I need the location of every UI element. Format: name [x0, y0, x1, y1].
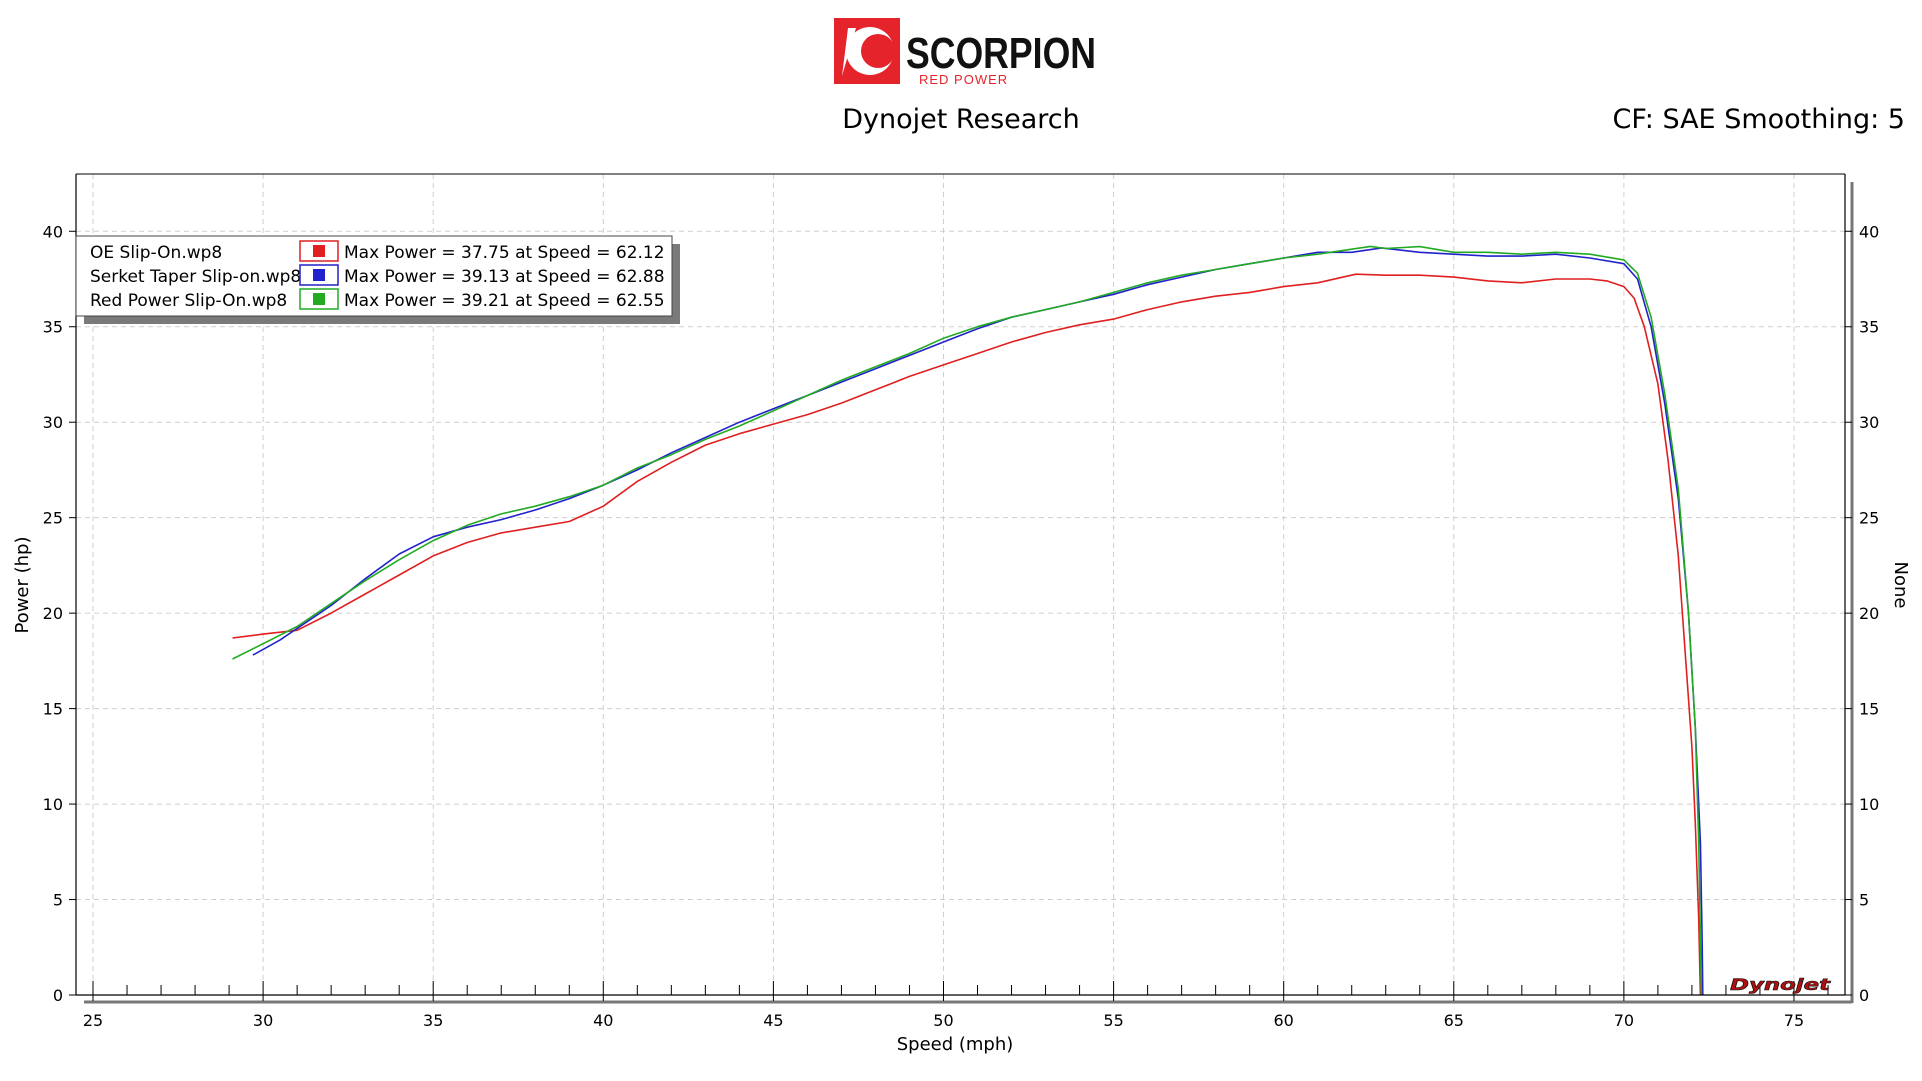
x-tick-label: 65	[1444, 1011, 1464, 1030]
y2-tick-label: 25	[1859, 509, 1879, 528]
x-tick-label: 35	[423, 1011, 443, 1030]
legend-swatch	[313, 293, 325, 305]
legend-swatch	[313, 269, 325, 281]
x-tick-label: 25	[83, 1011, 103, 1030]
watermark-text: Dynojet	[1730, 975, 1832, 994]
legend: OE Slip-On.wp8 Max Power = 37.75 at Spee…	[75, 235, 680, 324]
legend-box	[75, 235, 673, 317]
logo-wordmark: SCORPION	[906, 29, 1096, 78]
x-axis-label: Speed (mph)	[897, 1034, 1014, 1055]
scorpion-logo: SCORPION RED POWER	[834, 18, 1096, 87]
y2-tick-label: 40	[1859, 222, 1879, 241]
y-tick-label: 25	[43, 509, 63, 528]
correction-factor-label: CF: SAE Smoothing: 5	[1612, 104, 1905, 135]
legend-swatch	[313, 245, 325, 257]
y-tick-label: 10	[43, 795, 63, 814]
y2-tick-label: 35	[1859, 318, 1879, 337]
y-tick-label: 40	[43, 222, 63, 241]
y2-tick-label: 10	[1859, 795, 1879, 814]
y-tick-label: 15	[43, 700, 63, 719]
x-tick-label: 40	[593, 1011, 613, 1030]
x-tick-label: 75	[1784, 1011, 1804, 1030]
legend-entry-serket: Serket Taper Slip-on.wp8 Max Power = 39.…	[90, 264, 665, 287]
chart-header-title: Dynojet Research	[842, 104, 1080, 135]
series-lines	[232, 245, 1704, 996]
x-tick-label: 60	[1274, 1011, 1294, 1030]
y-axis-label: Power (hp)	[12, 536, 33, 633]
legend-series-name: Red Power Slip-On.wp8	[90, 291, 287, 311]
legend-series-summary: Max Power = 39.13 at Speed = 62.88	[344, 267, 665, 287]
y2-axis-label: None	[1890, 562, 1911, 609]
logo-subtitle: RED POWER	[919, 72, 1008, 87]
y2-tick-label: 0	[1859, 986, 1869, 1005]
y2-tick-label: 5	[1859, 891, 1869, 910]
y-tick-label: 5	[53, 891, 63, 910]
y-tick-label: 0	[53, 986, 63, 1005]
legend-entry-oe: OE Slip-On.wp8 Max Power = 37.75 at Spee…	[90, 240, 665, 263]
dynojet-watermark: Dynojet	[1730, 975, 1833, 995]
legend-series-name: Serket Taper Slip-on.wp8	[90, 267, 301, 287]
y2-tick-label: 20	[1859, 604, 1879, 623]
series-line-redpower	[232, 245, 1703, 996]
x-tick-label: 30	[253, 1011, 273, 1030]
legend-series-summary: Max Power = 39.21 at Speed = 62.55	[344, 291, 665, 311]
y-tick-label: 20	[43, 604, 63, 623]
x-tick-label: 70	[1614, 1011, 1634, 1030]
x-tick-label: 55	[1103, 1011, 1123, 1030]
legend-entry-redpower: Red Power Slip-On.wp8 Max Power = 39.21 …	[90, 288, 665, 311]
x-tick-label: 45	[763, 1011, 783, 1030]
axes	[75, 173, 1854, 1004]
x-tick-label: 50	[933, 1011, 953, 1030]
y-tick-label: 35	[43, 318, 63, 337]
y2-tick-label: 30	[1859, 413, 1879, 432]
legend-series-name: OE Slip-On.wp8	[90, 243, 222, 263]
legend-series-summary: Max Power = 37.75 at Speed = 62.12	[344, 243, 665, 263]
series-line-oe	[232, 273, 1702, 996]
y-tick-label: 30	[43, 413, 63, 432]
y2-tick-label: 15	[1859, 700, 1879, 719]
